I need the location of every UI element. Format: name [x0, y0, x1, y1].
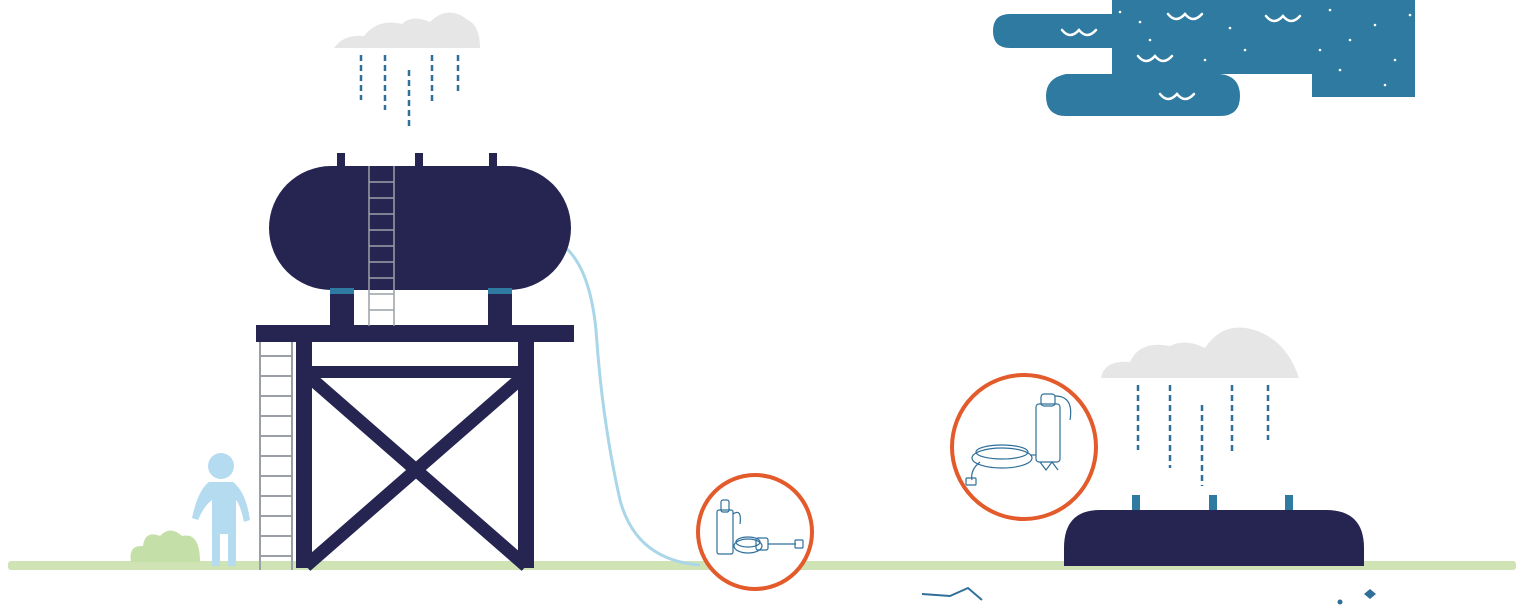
ground-tank-icon	[1064, 495, 1364, 566]
raincloud-icon	[334, 12, 480, 128]
hose	[564, 246, 701, 567]
water-filter-pump-icon	[696, 473, 814, 591]
water-body-icon	[993, 0, 1415, 116]
squiggle-icon	[921, 586, 983, 601]
dots-icon	[1337, 589, 1376, 605]
bush-icon	[130, 530, 200, 562]
water-filter-pump-icon	[950, 373, 1098, 521]
water-tower-icon	[256, 153, 574, 571]
person-icon	[192, 453, 250, 566]
raincloud-icon	[1101, 327, 1299, 486]
ladder-icon	[259, 342, 293, 570]
